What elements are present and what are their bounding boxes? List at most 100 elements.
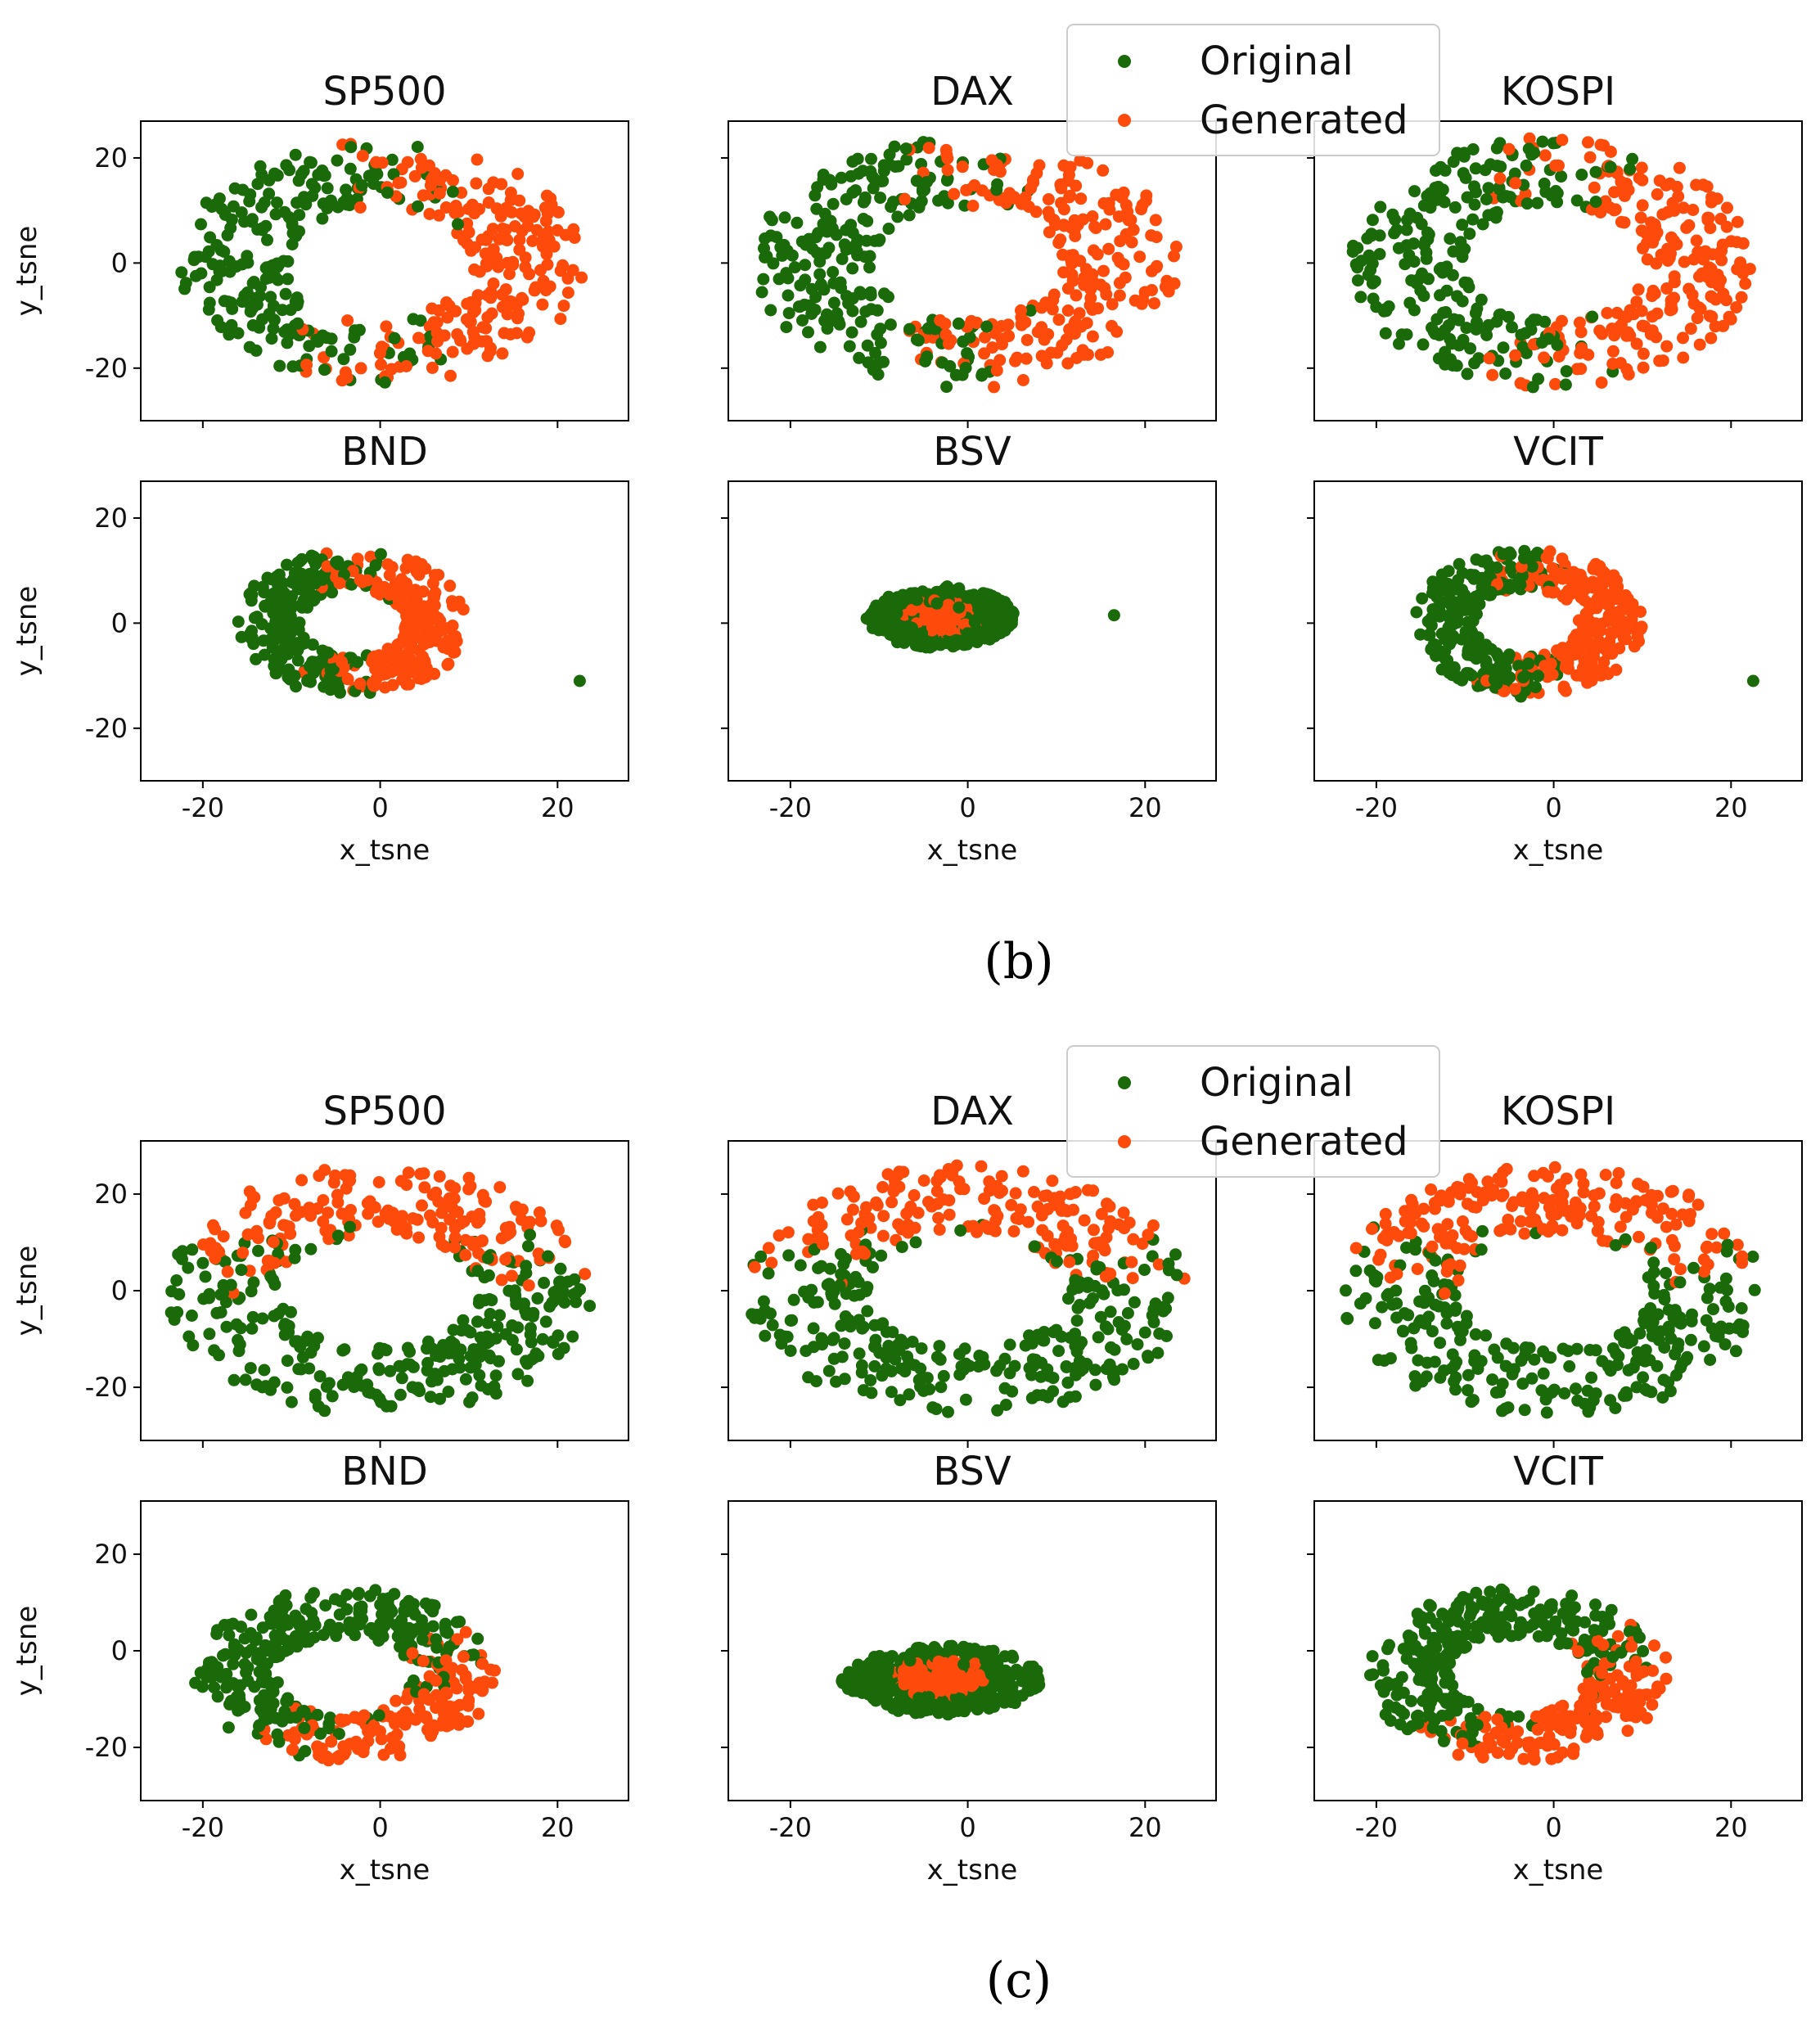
- generated-point: [960, 183, 973, 196]
- original-point: [1349, 1264, 1363, 1278]
- original-point: [248, 1680, 261, 1693]
- original-point: [1508, 167, 1521, 180]
- original-point: [340, 1589, 354, 1601]
- generated-point: [1666, 196, 1679, 210]
- original-point: [847, 243, 860, 255]
- original-point: [1417, 338, 1430, 351]
- generated-point: [481, 311, 494, 324]
- generated-point: [1594, 138, 1607, 151]
- generated-point: [1080, 317, 1093, 330]
- original-point: [750, 1309, 764, 1321]
- original-point: [214, 1670, 228, 1684]
- generated-point: [423, 208, 436, 220]
- generated-point: [1446, 1229, 1459, 1242]
- generated-point: [1545, 1208, 1558, 1221]
- original-point: [464, 1361, 477, 1374]
- original-point: [311, 335, 324, 348]
- original-point: [1453, 1321, 1465, 1334]
- original-point: [962, 591, 975, 604]
- generated-point: [1030, 167, 1043, 180]
- original-point: [430, 1373, 444, 1386]
- original-point: [317, 197, 330, 210]
- original-point: [1340, 1284, 1352, 1297]
- x-tick-label: 0: [372, 792, 388, 823]
- generated-point: [940, 611, 953, 624]
- generated-point: [748, 1260, 761, 1273]
- points: [1346, 132, 1756, 394]
- generated-point: [1046, 1174, 1059, 1188]
- original-point: [259, 1639, 272, 1652]
- original-point: [1627, 1361, 1640, 1374]
- generated-point: [1452, 1273, 1465, 1287]
- original-point: [782, 272, 795, 285]
- original-point: [782, 307, 795, 320]
- original-point: [273, 359, 286, 372]
- original-point: [1368, 1317, 1381, 1330]
- generated-point: [1069, 1186, 1082, 1199]
- original-point: [274, 624, 287, 637]
- original-point: [1146, 1250, 1159, 1263]
- generated-point: [1636, 319, 1649, 332]
- generated-point: [948, 187, 961, 201]
- generated-point: [1560, 1172, 1573, 1185]
- generated-point: [400, 360, 412, 372]
- x-axis-label: x_tsne: [1513, 834, 1604, 867]
- generated-point: [542, 234, 555, 246]
- generated-point: [966, 200, 980, 212]
- original-point: [233, 1689, 246, 1702]
- original-point: [853, 1347, 866, 1360]
- original-marker: [1118, 55, 1131, 68]
- original-point: [981, 588, 994, 602]
- generated-point: [313, 1745, 326, 1758]
- original-point: [805, 282, 818, 295]
- generated-point: [1743, 263, 1756, 276]
- original-point: [1429, 327, 1442, 340]
- original-point: [265, 332, 278, 345]
- generated-point: [1577, 1177, 1590, 1190]
- generated-point: [1711, 268, 1724, 282]
- original-point: [489, 1332, 502, 1345]
- original-point: [963, 1359, 976, 1373]
- generated-point: [284, 1228, 297, 1240]
- generated-point: [864, 1221, 877, 1234]
- original-point: [444, 1335, 457, 1348]
- original-point: [1403, 207, 1417, 220]
- generated-point: [1102, 242, 1115, 255]
- generated-point: [1383, 1228, 1396, 1242]
- generated-point: [521, 219, 534, 232]
- original-point: [210, 273, 223, 286]
- original-point: [344, 1220, 357, 1233]
- original-point: [1620, 1389, 1633, 1402]
- generated-point: [860, 1201, 872, 1214]
- original-point: [273, 1631, 286, 1644]
- original-point: [818, 207, 831, 220]
- original-point: [1485, 663, 1498, 676]
- original-point: [1619, 1233, 1632, 1246]
- original-point: [250, 344, 263, 357]
- original-point: [1466, 143, 1480, 156]
- generated-point: [1573, 1209, 1586, 1222]
- original-point: [916, 627, 929, 640]
- generated-point: [1133, 250, 1147, 264]
- original-point: [401, 1341, 414, 1355]
- generated-point: [557, 300, 570, 313]
- points: [755, 136, 1183, 394]
- original-point: [525, 1322, 537, 1335]
- generated-point: [539, 214, 552, 228]
- original-point: [1402, 1309, 1415, 1322]
- generated-point: [1052, 1198, 1065, 1211]
- original-point: [1674, 1276, 1687, 1289]
- original-point: [384, 1364, 397, 1377]
- generated-point: [1724, 313, 1737, 326]
- original-point: [843, 340, 856, 353]
- generated-point: [1103, 203, 1116, 216]
- original-point: [1468, 198, 1481, 211]
- original-point: [453, 1352, 466, 1365]
- original-point: [863, 250, 876, 263]
- generated-point: [1601, 307, 1614, 319]
- original-point: [1440, 284, 1453, 297]
- generated-point: [448, 645, 462, 658]
- generated-point: [273, 1194, 286, 1207]
- generated-point: [295, 1174, 309, 1187]
- original-point: [865, 152, 877, 165]
